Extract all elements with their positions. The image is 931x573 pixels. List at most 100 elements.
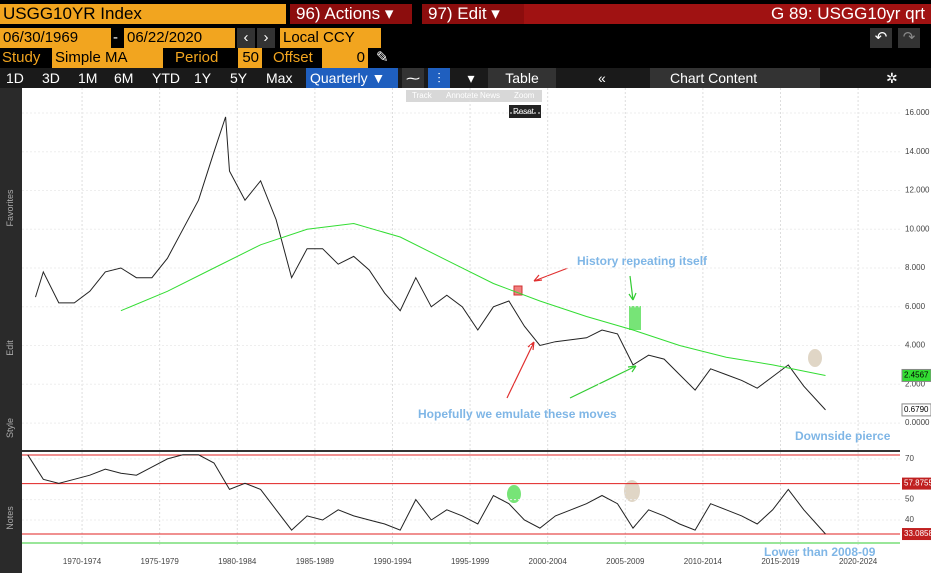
sidebar: Favorites Edit Style Notes	[0, 88, 22, 573]
pen-icon[interactable]: ✎	[376, 49, 389, 66]
tooltip-tool[interactable]: Annotate	[446, 91, 479, 100]
table-button[interactable]: Table	[488, 68, 556, 88]
y-tick-label: 14.000	[905, 147, 930, 156]
y-tick-label: 8.000	[905, 263, 926, 272]
start-date[interactable]: 06/30/1969	[0, 28, 111, 48]
line-icon[interactable]: ⁓	[402, 68, 424, 88]
dropdown-icon[interactable]: ▾	[467, 70, 475, 86]
range-button[interactable]: 6M	[114, 70, 134, 86]
reference-label: 33.0858	[904, 529, 931, 538]
x-tick-label: 1975-1979	[141, 557, 180, 566]
y-tick-label: 0.0000	[905, 418, 930, 427]
settings-icon[interactable]: ✲	[886, 70, 898, 86]
tooltip-tool[interactable]: News	[480, 91, 500, 100]
offset-field[interactable]: 0	[322, 48, 368, 68]
price-panel	[22, 88, 900, 450]
edit-menu[interactable]: 97) Edit ▾	[422, 4, 529, 24]
arrows	[506, 267, 637, 399]
x-tick-label: 2010-2014	[684, 557, 723, 566]
highlight-2000	[513, 285, 523, 296]
tooltip-tool[interactable]: Zoom	[514, 91, 535, 100]
series-line	[35, 116, 826, 411]
x-axis-panel	[22, 545, 900, 573]
arrow	[628, 275, 637, 301]
x-tick-label: 1970-1974	[63, 557, 102, 566]
range-button[interactable]: 5Y	[230, 70, 248, 86]
x-tick-label: 1990-1994	[373, 557, 412, 566]
x-tick-label: 1980-1984	[218, 557, 257, 566]
redo-button[interactable]: ↷	[898, 28, 920, 48]
y-tick-label: 50	[905, 495, 914, 504]
range-button[interactable]: 1D	[6, 70, 24, 86]
arrow	[533, 267, 569, 282]
title-bar: USGG10YR Index 96) Actions ▾ 97) Edit ▾ …	[0, 0, 931, 28]
value-box	[902, 477, 931, 490]
x-tick-label: 2000-2004	[529, 557, 568, 566]
x-tick-label: 1995-1999	[451, 557, 490, 566]
highlight-2018	[808, 349, 822, 367]
date-bar: 06/30/1969 - 06/22/2020 ‹ › Local CCY ↶ …	[0, 28, 931, 48]
tooltip-box	[406, 90, 542, 102]
tooltip-tool[interactable]: Track	[412, 91, 433, 100]
period-field[interactable]: 50	[238, 48, 262, 68]
next-button[interactable]: ›	[257, 28, 275, 48]
end-date[interactable]: 06/22/2020	[124, 28, 235, 48]
rsi-highlight-2007	[624, 480, 640, 502]
range-bar: Quarterly ▼ ⁓ ⫶ ▾ Table « Chart Content …	[0, 68, 931, 88]
frequency-select[interactable]: Quarterly ▼	[306, 68, 398, 88]
study-bar: Study Simple MA Period 50 Offset 0 ✎	[0, 48, 931, 68]
currency-field[interactable]: Local CCY	[280, 28, 381, 48]
x-tick-label: 2015-2019	[761, 557, 800, 566]
y-tick-label: 70	[905, 454, 914, 463]
annotation: Downside pierce	[795, 429, 891, 443]
series-line	[120, 222, 826, 376]
date-separator: -	[113, 29, 118, 46]
y-axis-panel	[900, 88, 931, 573]
annotation: History repeating itself	[577, 254, 708, 268]
x-tick-label: 1985-1989	[296, 557, 335, 566]
value-box	[901, 403, 931, 417]
offset-label: Offset	[273, 49, 313, 66]
last-value-label: 0.6790	[904, 405, 929, 414]
last-value-label: 2.4567	[904, 371, 929, 380]
ticker-field[interactable]: USGG10YR Index	[0, 4, 286, 24]
study-label: Study	[2, 49, 41, 66]
value-box	[901, 368, 931, 382]
x-tick-label: 2005-2009	[606, 557, 645, 566]
y-tick-label: 6.000	[905, 302, 926, 311]
function-title: G 89: USGG10yr qrt	[524, 4, 931, 24]
annotation: Hopefully we emulate these moves	[418, 407, 617, 421]
chart-content-button[interactable]: Chart Content	[650, 68, 820, 88]
highlight-2007	[629, 306, 641, 330]
period-label: Period	[175, 49, 219, 66]
y-tick-label: 12.000	[905, 186, 930, 195]
study-field[interactable]: Simple MA	[52, 48, 163, 68]
series-line	[27, 454, 826, 535]
actions-menu[interactable]: 96) Actions ▾	[290, 4, 412, 24]
y-tick-label: 2.000	[905, 379, 926, 388]
y-tick-label: 10.000	[905, 224, 930, 233]
range-button[interactable]: YTD	[152, 70, 180, 86]
rsi-panel	[22, 452, 900, 545]
reset-box[interactable]	[509, 105, 541, 118]
arrow	[506, 341, 535, 399]
range-button[interactable]: 1Y	[194, 70, 212, 86]
value-box	[902, 528, 931, 541]
y-tick-label: 4.000	[905, 341, 926, 350]
y-tick-label: 16.000	[905, 108, 930, 117]
prev-button[interactable]: ‹	[237, 28, 255, 48]
rsi-highlight-2000	[507, 485, 521, 503]
range-button[interactable]: 3D	[42, 70, 60, 86]
collapse-icon[interactable]: «	[598, 70, 606, 86]
reset-label[interactable]: Reset	[513, 107, 535, 116]
y-tick-label: 40	[905, 515, 914, 524]
reference-label: 57.8755	[904, 479, 931, 488]
undo-button[interactable]: ↶	[870, 28, 892, 48]
arrow	[569, 365, 637, 399]
annotation: Lower than 2008-09	[764, 545, 876, 559]
bar-icon[interactable]: ⫶	[428, 68, 450, 88]
range-button[interactable]: Max	[266, 70, 293, 86]
range-button[interactable]: 1M	[78, 70, 98, 86]
